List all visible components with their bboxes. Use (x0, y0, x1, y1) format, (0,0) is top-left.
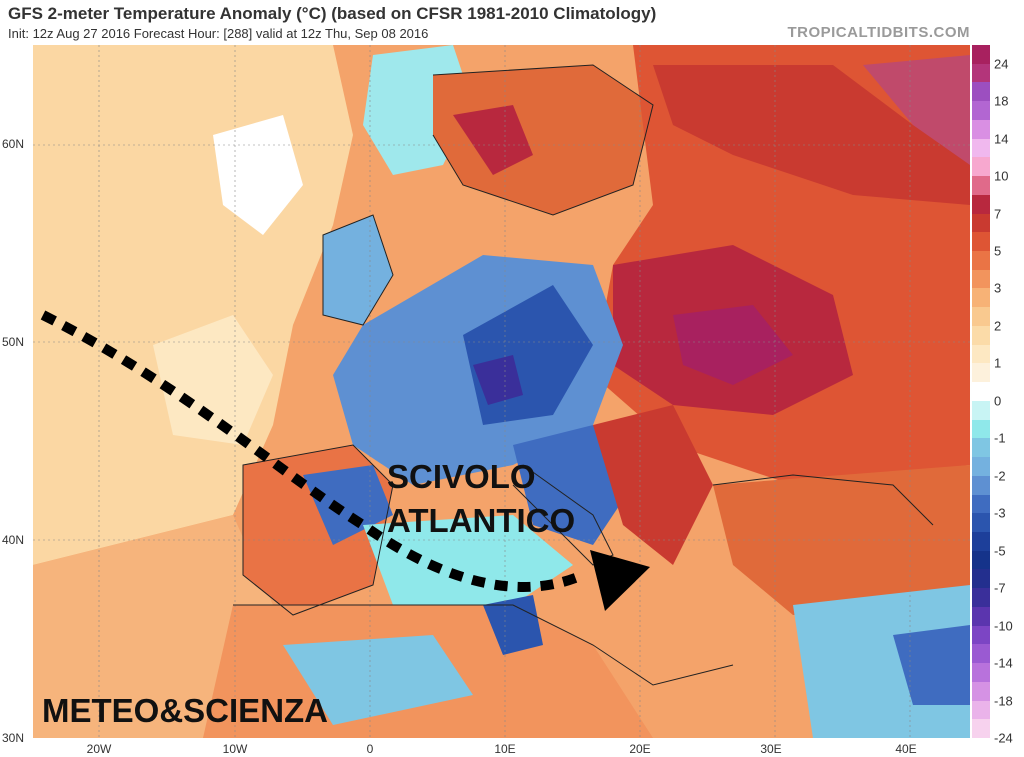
colorbar-cell (972, 531, 990, 552)
colorbar-cell (972, 45, 990, 65)
colorbar-cell (972, 400, 990, 421)
colorbar-tick-label: 24 (994, 56, 1009, 72)
colorbar-cell (972, 644, 990, 664)
colorbar-cell (972, 513, 990, 533)
tunisia-cold-core (483, 595, 543, 655)
arrow-head (590, 550, 650, 611)
colorbar-cell (972, 700, 990, 720)
colorbar-cell (972, 681, 990, 702)
colorbar-cell (972, 494, 990, 514)
colorbar-tick-label: -7 (994, 580, 1006, 596)
balkans-warm (593, 405, 713, 565)
chart-title: GFS 2-meter Temperature Anomaly (°C) (ba… (8, 4, 657, 23)
lat-label-60n: 60N (2, 137, 25, 151)
colorbar-cell (972, 663, 990, 683)
colorbar-cell (972, 606, 990, 627)
colorbar-tick-label: 0 (994, 393, 1002, 409)
colorbar-tick-label: -14 (994, 655, 1013, 671)
anomaly-map (33, 45, 970, 738)
algeria-cool-patch (283, 635, 473, 725)
colorbar-tick-label: -5 (994, 543, 1006, 559)
colorbar-cell (972, 101, 990, 121)
norway-hot-core (453, 105, 533, 175)
colorbar-tick-label: 3 (994, 280, 1002, 296)
colorbar-cell (972, 475, 990, 495)
colorbar-cell (972, 232, 990, 252)
colorbar-cell (972, 194, 990, 215)
colorbar-tick-label: 10 (994, 168, 1009, 184)
colorbar-cell (972, 251, 990, 271)
alps-cold-peak (473, 355, 523, 405)
colorbar-cell (972, 569, 990, 589)
colorbar (972, 45, 990, 739)
atlantic-slide-arrow-path (40, 310, 585, 592)
colorbar-tick-label: -2 (994, 468, 1006, 484)
meteo-scienza-logo: METEO&SCIENZA (42, 692, 329, 729)
colorbar-cell (972, 176, 990, 196)
lon-label-20e: 20E (629, 742, 651, 756)
colorbar-tick-label: 14 (994, 131, 1009, 147)
colorbar-cell (972, 288, 990, 308)
scandinavia-warm (433, 65, 653, 215)
map-canvas (33, 45, 970, 738)
colorbar-cell (972, 550, 990, 570)
colorbar-tick-label: 5 (994, 243, 1002, 259)
colorbar-cell (972, 213, 990, 233)
colorbar-tick-label: 7 (994, 206, 1002, 222)
colorbar-cell (972, 63, 990, 83)
colorbar-cell (972, 438, 990, 458)
lat-label-30n: 30N (2, 731, 25, 745)
lon-label-10w: 10W (222, 742, 248, 756)
turkey-warm (713, 465, 970, 615)
colorbar-cell (972, 269, 990, 289)
colorbar-tick-label: -18 (994, 693, 1013, 709)
colorbar-cell (972, 344, 990, 364)
colorbar-cell (972, 138, 990, 158)
brand-watermark: TROPICALTIDBITS.COM (787, 24, 970, 41)
colorbar-tick-label: 2 (994, 318, 1002, 334)
colorbar-cell (972, 325, 990, 346)
atlantic-south-zone (33, 515, 273, 738)
colorbar-cell (972, 119, 990, 140)
colorbar-tick-label: -1 (994, 430, 1006, 446)
annotation-line-2: ATLANTICO (387, 502, 576, 539)
poland-peak-anomaly (673, 305, 793, 385)
colorbar-cell (972, 82, 990, 102)
lat-label-50n: 50N (2, 335, 25, 349)
colorbar-cell (972, 382, 990, 402)
lon-label-0: 0 (366, 742, 374, 756)
colorbar-cell (972, 625, 990, 645)
colorbar-cell (972, 419, 990, 439)
biscay-neutral-patch (153, 315, 273, 445)
colorbar-tick-label: -24 (994, 730, 1013, 746)
lon-label-40e: 40E (895, 742, 917, 756)
lat-label-40n: 40N (2, 533, 25, 547)
colorbar-tick-label: -10 (994, 618, 1013, 634)
colorbar-tick-label: 18 (994, 93, 1009, 109)
russia-hot (653, 65, 970, 205)
annotation-line-1: SCIVOLO (387, 458, 536, 495)
chart-subtitle: Init: 12z Aug 27 2016 Forecast Hour: [28… (8, 26, 429, 41)
colorbar-cell (972, 457, 990, 477)
uk-cool (323, 215, 393, 325)
colorbar-tick-label: 1 (994, 355, 1002, 371)
colorbar-tick-label: -3 (994, 505, 1006, 521)
northern-russia-core (863, 55, 970, 165)
atlantic-neutral-patch (213, 115, 303, 235)
colorbar-cell (972, 719, 990, 739)
lon-label-10e: 10E (494, 742, 516, 756)
colorbar-cell (972, 157, 990, 177)
colorbar-cell (972, 363, 990, 383)
colorbar-cell (972, 307, 990, 327)
lon-label-20w: 20W (86, 742, 112, 756)
middle-east-cold-core (893, 625, 970, 705)
colorbar-cell (972, 588, 990, 608)
graticule (33, 45, 970, 738)
scivolo-atlantico-annotation: SCIVOLO ATLANTICO (387, 455, 575, 543)
lon-label-30e: 30E (760, 742, 782, 756)
